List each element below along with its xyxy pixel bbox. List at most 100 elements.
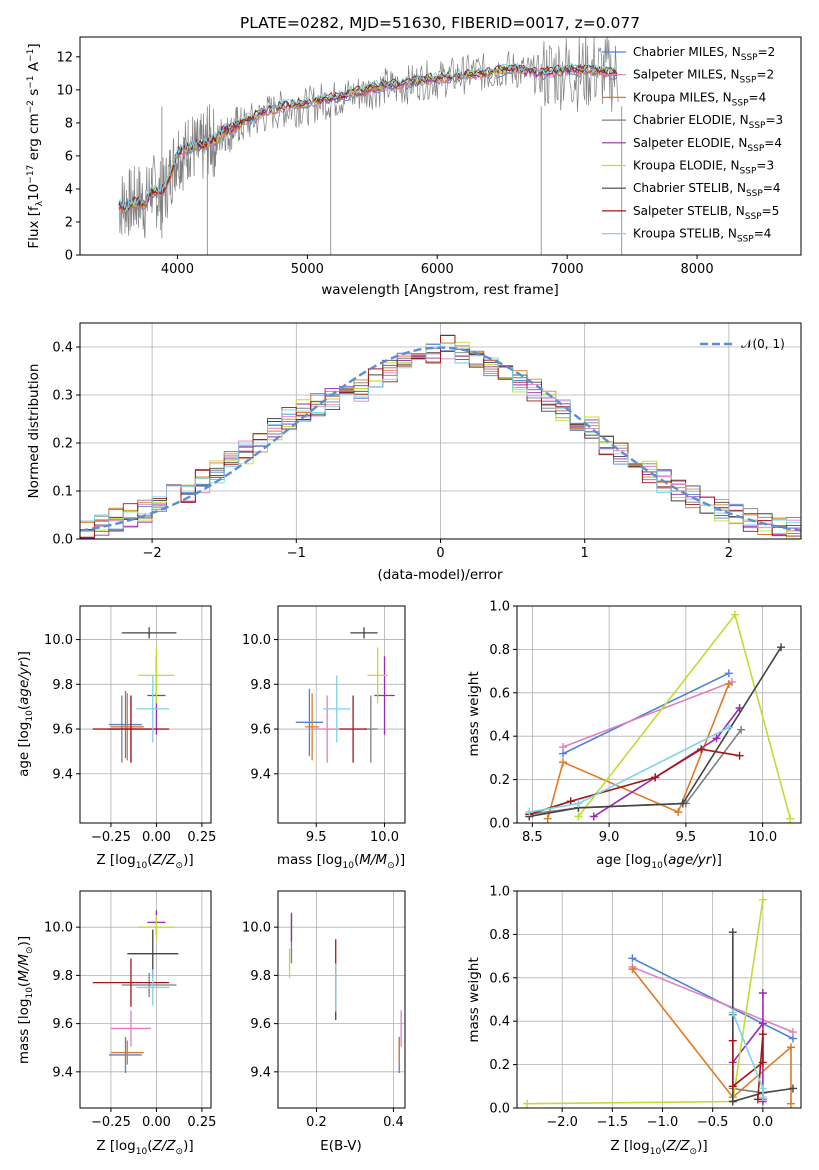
- plus-marker: [758, 1084, 767, 1093]
- spectrum-panel: [76, 36, 802, 259]
- y-axis-label: mass [log10(M/M⊙)]: [16, 936, 35, 1064]
- x-tick-label: 0.00: [142, 1115, 171, 1130]
- plus-marker: [735, 751, 744, 760]
- plus-marker: [758, 988, 767, 997]
- plus-marker: [728, 1008, 737, 1017]
- x-axis-label: wavelength [Angstrom, rest frame]: [321, 282, 559, 298]
- y-tick-label: 0.2: [52, 437, 73, 452]
- plus-marker: [786, 1043, 795, 1052]
- x-tick-label: 0.2: [306, 1115, 327, 1130]
- y-axis-label: Normed distribution: [26, 364, 42, 499]
- plus-marker: [574, 799, 583, 808]
- y-tick-label: 0.0: [52, 533, 73, 548]
- y-tick-label: 0.2: [489, 1058, 510, 1073]
- axes-frame: [516, 605, 802, 824]
- x-axis-label: Z [log10(Z/Z⊙)]: [96, 1138, 193, 1157]
- weight-vs-z-panel: [513, 890, 802, 1112]
- y-tick-label: 0.8: [489, 928, 510, 943]
- axes-frame: [79, 36, 802, 256]
- plus-marker: [559, 758, 568, 767]
- plus-marker: [728, 928, 737, 937]
- y-tick-label: 1.0: [489, 885, 510, 900]
- y-tick-label: 8: [65, 116, 73, 131]
- legend-entry: Chabrier MILES, NSSP=2: [633, 45, 775, 63]
- plus-marker: [574, 812, 583, 821]
- plus-marker: [758, 1058, 767, 1067]
- y-tick-label: 0.0: [489, 817, 510, 832]
- plus-marker: [777, 643, 786, 652]
- x-tick-label: 0.00: [142, 830, 171, 845]
- y-tick-label: 9.6: [250, 1017, 271, 1032]
- mass-weight-line: [731, 932, 794, 1103]
- model-spectrum-line: [118, 63, 618, 211]
- y-tick-label: 1.0: [489, 600, 510, 615]
- plus-marker: [786, 1099, 795, 1108]
- mass-weight-line: [632, 966, 794, 1033]
- plus-marker: [786, 814, 795, 823]
- x-tick-label: 4000: [161, 262, 194, 277]
- mass-vs-ebv-panel-plot-area: [288, 912, 402, 1074]
- x-tick-label: 10.0: [370, 830, 399, 845]
- spectrum-panel-plot-area: [118, 37, 623, 255]
- x-axis-label: Z [log10(Z/Z⊙)]: [610, 1138, 707, 1157]
- plus-marker: [712, 734, 721, 743]
- y-tick-label: 0.2: [489, 773, 510, 788]
- plus-marker: [651, 773, 660, 782]
- y-axis-label: mass weight: [466, 957, 482, 1042]
- x-tick-label: 6000: [421, 262, 454, 277]
- y-tick-label: 9.8: [250, 678, 271, 693]
- x-tick-label: −0.5: [697, 1115, 729, 1130]
- y-tick-label: 10.0: [44, 921, 73, 936]
- legend-entry: 𝒩(0, 1): [741, 337, 785, 351]
- y-tick-label: 0.6: [489, 971, 510, 986]
- legend-entry: Kroupa ELODIE, NSSP=3: [633, 159, 774, 177]
- plus-marker: [724, 680, 733, 689]
- x-tick-label: 0: [436, 546, 444, 561]
- plus-marker: [728, 1097, 737, 1106]
- y-axis-label: Flux [fλ10−17 erg cm−2 s−1 A−1]: [26, 43, 45, 248]
- y-tick-label: 10.0: [44, 633, 73, 648]
- y-tick-label: 9.4: [250, 1065, 271, 1080]
- axes-frame: [277, 890, 406, 1109]
- legend-entry: Chabrier STELIB, NSSP=4: [633, 181, 781, 199]
- x-tick-label: 7000: [551, 262, 584, 277]
- mass-weight-line: [631, 968, 792, 1104]
- y-tick-label: 6: [65, 149, 73, 164]
- mass-weight-line: [562, 681, 733, 748]
- x-tick-label: 1: [581, 546, 589, 561]
- mass-weight-line: [562, 672, 730, 755]
- weight-vs-age-panel: [513, 605, 802, 827]
- plus-marker: [730, 610, 739, 619]
- x-tick-label: −0.25: [91, 1115, 131, 1130]
- plus-marker: [753, 1095, 762, 1104]
- x-tick-label: 0.0: [753, 1115, 774, 1130]
- model-spectrum-line: [118, 62, 618, 211]
- y-tick-label: 0.4: [52, 341, 73, 356]
- plus-marker: [728, 1036, 737, 1045]
- legend-entry: Kroupa STELIB, NSSP=4: [633, 227, 771, 245]
- plus-marker: [628, 965, 637, 974]
- axes-frame: [79, 605, 212, 824]
- legend-entry: Salpeter MILES, NSSP=2: [633, 68, 774, 86]
- legend-entry: Salpeter ELODIE, NSSP=4: [633, 136, 782, 154]
- x-tick-label: 9.5: [306, 830, 327, 845]
- y-axis-label: mass weight: [466, 671, 482, 756]
- axes-frame: [516, 890, 802, 1109]
- plus-marker: [523, 1099, 532, 1108]
- y-tick-label: 9.4: [250, 767, 271, 782]
- y-tick-label: 0.0: [489, 1102, 510, 1117]
- plus-marker: [543, 814, 552, 823]
- y-tick-label: 10.0: [242, 633, 271, 648]
- plus-marker: [758, 1019, 767, 1028]
- age-vs-z-panel-plot-area: [92, 627, 177, 763]
- y-tick-label: 9.6: [250, 723, 271, 738]
- y-tick-label: 9.4: [52, 767, 73, 782]
- x-tick-label: 0.25: [187, 1115, 216, 1130]
- x-tick-label: 9.0: [599, 830, 620, 845]
- y-tick-label: 0.1: [52, 485, 73, 500]
- plus-marker: [566, 797, 575, 806]
- plus-marker: [559, 743, 568, 752]
- y-tick-label: 0.3: [52, 389, 73, 404]
- x-tick-label: −2.0: [546, 1115, 578, 1130]
